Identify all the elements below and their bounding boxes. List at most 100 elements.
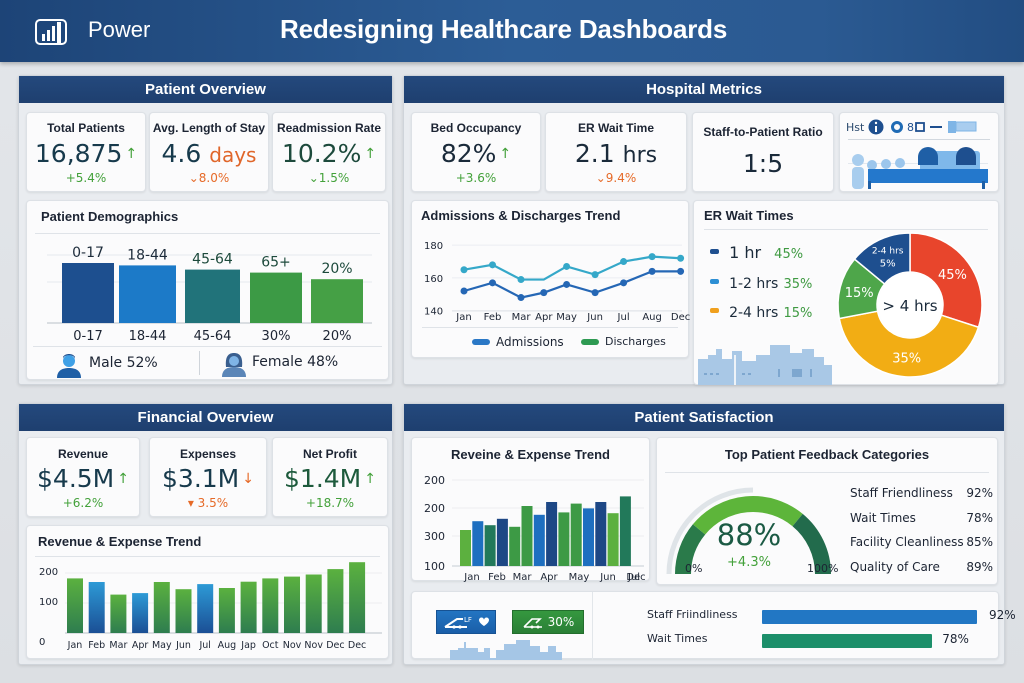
series-line-admissions [463, 270, 681, 299]
data-point [517, 294, 525, 302]
data-point [620, 258, 628, 266]
kpi-card-revenue[interactable]: Revenue $4.5M ↑ +6.2% [26, 437, 140, 517]
slice-label: 45% [938, 268, 967, 283]
satisfaction-gauge [666, 487, 831, 575]
legend-percent: 15% [783, 306, 813, 321]
kpi-card-expenses[interactable]: Expenses $3.1M ↓ ▾ 3.5% [149, 437, 267, 517]
kpi-label: Bed Occupancy [430, 121, 522, 135]
data-point [591, 271, 599, 279]
x-tick-label: Dec [348, 640, 366, 651]
kpi-card-readmission-rate[interactable]: Readmission Rate 10.2% ↑ ⌄1.5% [272, 112, 386, 192]
bar-bottom-label: 20% [323, 329, 352, 344]
revenue-expense-trend-card: Revenue & Expense Trend 0 100 200 Jan Feb Mar… [26, 525, 389, 659]
kpi-delta: +5.4% [65, 171, 107, 185]
kpi-value: 16,875 ↑ [27, 139, 145, 168]
kpi-delta: +3.6% [455, 171, 497, 185]
kpi-card-staff-to-patient-ratio[interactable]: Staff-to-Patient Ratio 1:5 [692, 112, 834, 192]
kpi-number: $3.1M [162, 464, 240, 493]
city-skyline-icon [450, 640, 562, 660]
kpi-card-avg-length-of-stay[interactable]: Avg. Length of Stay 4.6 days ⌄8.0% [149, 112, 269, 192]
bar [132, 593, 149, 633]
data-point [517, 276, 525, 284]
data-point [591, 289, 599, 297]
arrow-up-icon: ↑ [117, 471, 129, 487]
x-tick-label: Apr [132, 640, 149, 651]
gauge-segment [792, 513, 831, 575]
bar-bottom-label: 45-64 [194, 329, 232, 344]
x-tick-label: Aug [218, 640, 237, 651]
x-tick-label: May [556, 312, 577, 323]
page-title: Redesigning Healthcare Dashboards [280, 14, 728, 44]
kpi-card-bed-occupancy[interactable]: Bed Occupancy 82% ↑ +3.6% [411, 112, 541, 192]
feedback-category-row[interactable]: Wait Times 78% [850, 511, 993, 536]
progress-bar [762, 610, 977, 624]
badge-network[interactable]: 30% [512, 610, 584, 634]
y-tick-label: 180 [424, 241, 443, 252]
category-value: 78% [966, 510, 993, 525]
legend-label: 1-2 hrs [729, 276, 779, 292]
bar [218, 588, 235, 633]
legend-swatch-icon [710, 308, 719, 313]
kpi-card-er-wait-time[interactable]: ER Wait Time 2.1 hrs ⌄9.4% [545, 112, 687, 192]
bar [546, 502, 558, 566]
data-point [489, 279, 496, 287]
bar [67, 578, 83, 633]
kpi-label: Total Patients [47, 121, 125, 135]
feedback-category-row[interactable]: Facility Cleanliness 85% [850, 535, 993, 560]
x-tick-label: Feb [488, 572, 506, 582]
legend-admissions[interactable]: Admissions [472, 335, 564, 349]
y-tick-label: 300 [424, 530, 445, 543]
kpi-value: $4.5M ↑ [27, 464, 139, 493]
data-point [677, 254, 685, 262]
section-title: Patient Demographics [41, 209, 179, 224]
kpi-label: Net Profit [303, 447, 357, 461]
bar-top-label: 65+ [261, 255, 291, 271]
bar [110, 594, 127, 633]
legend-1-2hrs[interactable]: 1-2 hrs 35% [710, 273, 812, 292]
legend-swatch-icon [710, 279, 719, 284]
bar-chart-logo-icon[interactable] [33, 17, 69, 47]
bar-top-label: 45-64 [192, 252, 233, 268]
divider [704, 229, 988, 230]
category-label: Wait Times [850, 510, 916, 525]
arrow-up-icon: ↑ [499, 146, 512, 162]
bar [327, 569, 344, 633]
kpi-number: $4.5M [37, 464, 115, 493]
bar [521, 506, 533, 566]
legend-swatch-icon [581, 338, 599, 345]
demographics-bar-chart: 0-17 0-17 18-44 18-44 45-64 45-64 65+ 30% 20% 20% [47, 245, 372, 344]
bar [153, 582, 170, 633]
arrow-up-icon: ↑ [364, 471, 376, 487]
kpi-card-total-patients[interactable]: Total Patients 16,875 ↑ +5.4% [26, 112, 146, 192]
feedback-category-row[interactable]: Quality of Care 89% [850, 560, 993, 585]
satisfaction-trend-card: Reveine & Expense Trend 200 200 300 100 Jan F… [411, 437, 650, 582]
section-title: Reveine & Expense Trend [451, 447, 610, 462]
legend-1hr[interactable]: 1 hr 45% [710, 243, 803, 262]
brand-name: Power [88, 17, 151, 42]
x-tick-label: Jun [599, 572, 616, 582]
patient-demographics-card: Patient Demographics 0-17 0-17 18-44 18-44 4… [26, 200, 389, 380]
staff-heart-icon: LF [444, 616, 489, 629]
divider [592, 592, 593, 660]
bar [240, 581, 257, 633]
x-tick-label: Jun [586, 312, 603, 323]
feedback-category-row[interactable]: Staff Friendliness 92% [850, 486, 993, 511]
badge-staff-heart[interactable]: LF [436, 610, 496, 634]
kpi-value: 2.1 hrs [546, 139, 686, 168]
bar [311, 279, 363, 323]
feedback-category-list: Staff Friendliness 92% Wait Times 78% Facili… [850, 486, 993, 584]
male-percentage: Male 52% [89, 355, 158, 371]
donut-slice [853, 232, 911, 286]
legend-2-4hrs[interactable]: 2-4 hrs 15% [710, 302, 812, 321]
bar-value: 92% [989, 608, 1016, 622]
bar-label: Wait Times [647, 632, 708, 645]
y-tick-label: 200 [424, 502, 445, 515]
kpi-number: 82% [440, 139, 497, 168]
legend-discharges[interactable]: Discharges [581, 335, 666, 348]
kpi-card-net-profit[interactable]: Net Profit $1.4M ↑ +18.7% [272, 437, 388, 517]
x-tick-label: Aug [642, 312, 662, 323]
x-tick-label: Nov [283, 640, 302, 651]
kpi-label: Avg. Length of Stay [152, 121, 266, 135]
bar [197, 584, 214, 633]
badge-value: 30% [547, 615, 575, 629]
